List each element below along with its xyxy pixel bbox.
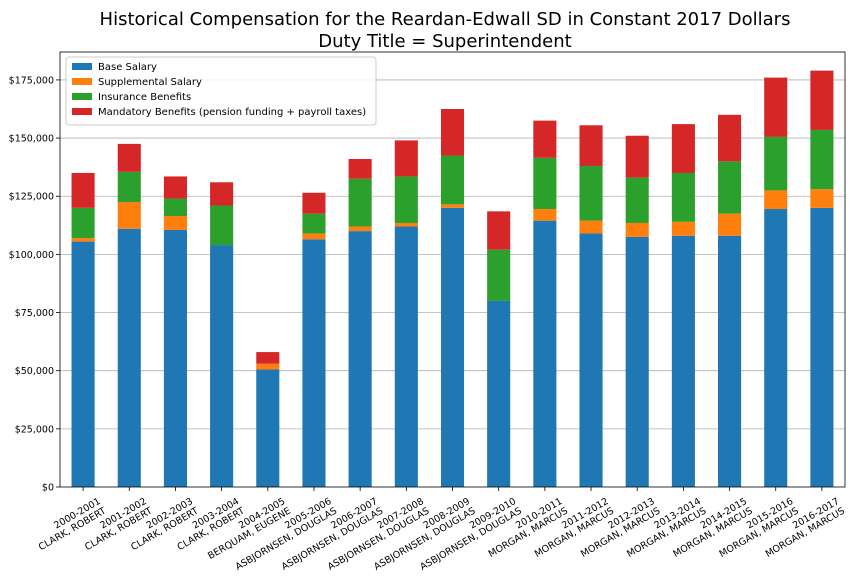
bar-segment	[256, 363, 280, 370]
bar-segment	[440, 207, 465, 487]
bar-segment	[210, 182, 234, 206]
bar-segment	[348, 226, 372, 232]
bar-segment	[579, 220, 603, 234]
bar-segment	[810, 207, 834, 487]
y-tick-label: $125,000	[9, 192, 54, 203]
bar-segment	[810, 129, 834, 190]
bar-segment	[671, 124, 695, 173]
bar-segment	[625, 135, 649, 178]
bar-segment	[348, 159, 372, 179]
bar-segment	[71, 241, 95, 487]
bar-segment	[163, 215, 187, 230]
bar-segment	[163, 176, 187, 199]
bar-segment	[163, 198, 187, 216]
chart-title: Historical Compensation for the Reardan-…	[100, 9, 791, 30]
legend-swatch	[72, 78, 92, 85]
bar-segment	[440, 108, 465, 156]
bar-segment	[625, 222, 649, 237]
bar-segment	[810, 70, 834, 130]
bar-segment	[440, 204, 465, 208]
legend-swatch	[72, 108, 92, 115]
bar-segment	[764, 209, 788, 487]
bar-segment	[348, 231, 372, 487]
y-tick-label: $25,000	[15, 424, 54, 435]
bar-segment	[487, 249, 511, 301]
chart-subtitle: Duty Title = Superintendent	[318, 31, 571, 52]
legend-box	[65, 56, 377, 126]
bar-segment	[487, 300, 511, 487]
bar-segment	[764, 136, 788, 191]
plot-frame	[59, 51, 846, 488]
bar-segment	[302, 192, 326, 214]
legend-swatch	[72, 63, 92, 70]
bar-segment	[579, 125, 603, 166]
bar-segment	[71, 207, 95, 239]
bar-segment	[117, 228, 141, 487]
bar-segment	[718, 114, 742, 162]
legend: Base Salary Supplemental Salary Insurance …	[65, 56, 377, 126]
bar-segment	[487, 211, 511, 250]
bar-segment	[71, 172, 95, 208]
y-tick-label: $0	[42, 483, 54, 494]
bar-segment	[302, 213, 326, 234]
bar-segment	[210, 205, 234, 246]
bar-segment	[348, 178, 372, 227]
bar-segment	[256, 369, 280, 487]
y-tick-label: $100,000	[9, 250, 54, 261]
bar-segment	[810, 189, 834, 208]
bar-segment	[625, 177, 649, 223]
bar-segment	[625, 236, 649, 487]
bar-segment	[440, 155, 465, 205]
bar-segment	[533, 209, 557, 221]
bar-segment	[718, 161, 742, 214]
bar-segment	[117, 171, 141, 203]
y-tick-label: $175,000	[9, 75, 54, 86]
y-tick-label: $150,000	[9, 134, 54, 145]
legend-label: Supplemental Salary	[98, 77, 202, 88]
bar-segment	[71, 238, 95, 242]
bar-segment	[210, 245, 234, 487]
y-tick-label: $50,000	[15, 366, 54, 377]
bar-segment	[302, 239, 326, 487]
bar-segment	[302, 233, 326, 240]
bar-segment	[117, 143, 141, 172]
bar-segment	[718, 213, 742, 236]
bar-segment	[671, 221, 695, 236]
y-tick-label: $75,000	[15, 308, 54, 319]
bar-segment	[117, 202, 141, 229]
legend-swatch	[72, 93, 92, 100]
bar-segment	[764, 77, 788, 137]
legend-label: Mandatory Benefits (pension funding + pa…	[98, 107, 366, 118]
bar-segment	[533, 220, 557, 488]
bar-segment	[579, 165, 603, 221]
bar-segment	[671, 235, 695, 487]
bar-segment	[394, 226, 418, 487]
bar-segment	[533, 157, 557, 210]
bar-segment	[579, 233, 603, 487]
bar-segment	[533, 120, 557, 158]
bar-segment	[671, 172, 695, 222]
bar-segment	[394, 176, 418, 223]
bar-segment	[256, 352, 280, 364]
bar-segment	[163, 229, 187, 488]
plot-area: $0 $25,000 $50,000 $75,000 $100,000 $125,000 $…	[9, 51, 847, 573]
bar-segment	[764, 190, 788, 210]
bar-segment	[394, 140, 418, 177]
legend-label: Insurance Benefits	[98, 92, 191, 103]
legend-label: Base Salary	[98, 62, 157, 73]
bar-segment	[394, 222, 418, 227]
bar-segment	[718, 235, 742, 487]
